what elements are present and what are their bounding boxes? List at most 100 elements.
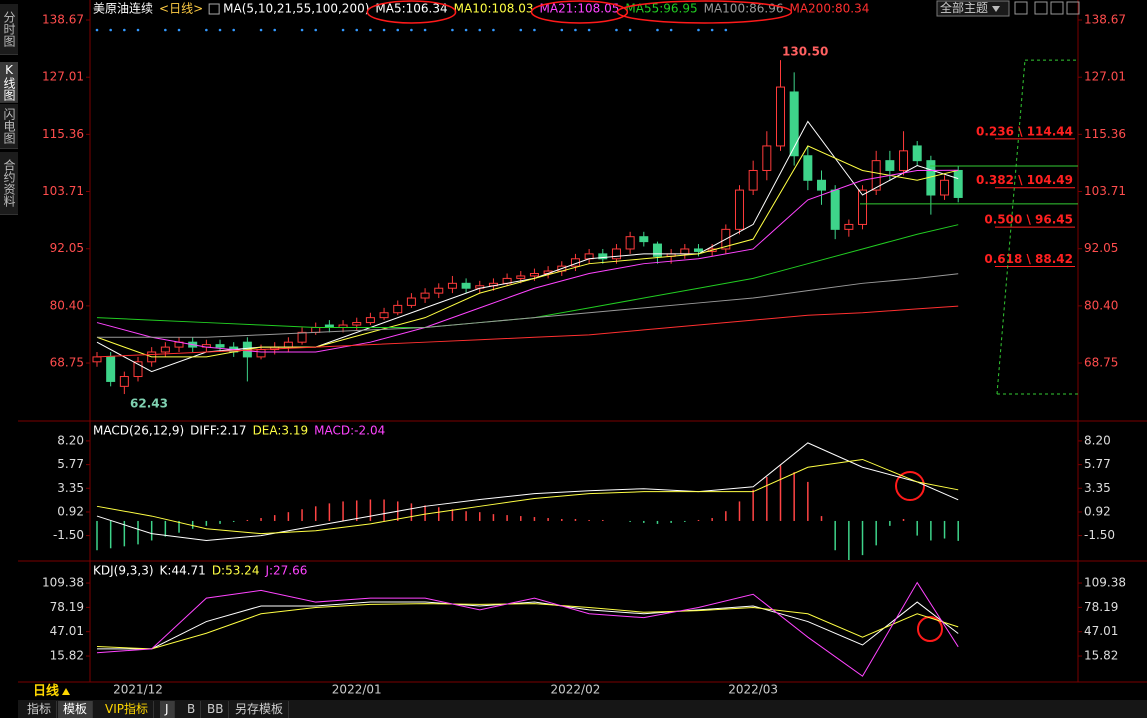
y-tick-label: -1.50 [53,528,84,542]
candle-body [461,282,471,289]
theme-button-frame[interactable] [936,0,1010,17]
marker-dot [615,28,618,32]
annotation-circle [917,616,943,642]
candle-body [830,189,840,230]
legend-entry: MA21:108.05 [540,2,620,16]
marker-dot [314,28,318,32]
y-tick-label-right: 0.92 [1084,504,1111,518]
marker-dot [574,28,577,32]
marker-dot [451,28,454,32]
candle-body [734,189,744,230]
bottom-tab[interactable]: B [182,701,202,718]
legend-entry: MACD:-2.04 [314,424,385,438]
toolbar-icon[interactable] [1014,1,1028,15]
y-tick-label: 115.36 [42,127,84,141]
marker-dot [355,28,359,32]
bottom-tab[interactable]: BB [202,701,230,718]
y-tick-label: 15.82 [50,649,84,663]
x-tick-label: 2021/12 [113,683,163,697]
series-line [96,458,959,535]
candle-body [844,223,854,230]
legend-entry: DEA:3.19 [253,424,309,438]
chart-title: MACD(26,12,9) [93,424,184,438]
marker-dot [382,28,386,32]
y-tick-label-right: 80.40 [1084,298,1118,312]
candle-body [789,91,799,157]
toolbar-icon[interactable] [1050,1,1064,15]
period-text[interactable]: 日线 [33,684,60,699]
theme-button-text[interactable]: 全部主题 [940,1,989,15]
candle-body [420,292,430,299]
marker-dot [724,28,728,32]
y-tick-label: 78.19 [50,600,84,614]
candle-body [447,282,457,289]
y-tick-label-right: 138.67 [1084,12,1126,26]
candle-body [119,376,129,387]
legend-entry: MA100:86.96 [704,2,784,16]
y-tick-label: 0.92 [57,504,84,518]
side-tab[interactable]: 合约资料 [0,152,18,215]
marker-dot [410,28,413,32]
y-tick-label: 68.75 [50,356,84,370]
marker-dot [560,28,564,32]
max-label: 130.50 [782,45,828,59]
x-tick-label: 2022/02 [551,683,601,697]
candle-body [912,145,922,162]
candle-body [133,361,143,378]
side-tab[interactable]: K线图 [0,62,18,103]
annotation-ellipse [530,0,629,24]
series-line [96,603,959,650]
marker-dot [587,28,591,32]
bottom-tab[interactable]: VIP指标 [100,701,154,718]
marker-dot [164,28,167,32]
candle-body [215,344,225,348]
candle-body [106,356,116,382]
marker-dot [205,28,208,32]
bottom-tab[interactable]: 另存模板 [230,701,290,718]
series-line [97,273,959,338]
annotation-ellipse [616,0,793,24]
toolbar-icon[interactable] [1034,1,1048,15]
side-tab[interactable]: 闪电图 [0,104,18,149]
y-tick-label-right: 103.71 [1084,184,1126,198]
legend-entry: MA55:96.95 [625,2,697,16]
fib-label: 0.382 \ 104.49 [976,173,1073,187]
marker-dot [710,28,714,32]
y-tick-label: 103.71 [42,184,84,198]
marker-dot [218,28,222,32]
candle-body [693,248,703,252]
theme-button[interactable]: 全部主题 [940,1,1001,16]
series-line [97,601,959,650]
bottom-tab[interactable]: 模板 [58,701,94,718]
legend-entry: MA10:108.03 [454,2,534,16]
marker-dot [109,28,112,32]
period-selector[interactable]: 日线 [33,684,71,700]
marker-dot [273,28,277,32]
marker-dot [656,28,659,32]
y-tick-label-right: 109.38 [1084,576,1126,590]
marker-dot [396,28,400,32]
marker-dot [95,28,99,32]
marker-dot [478,28,482,32]
y-tick-label-right: 15.82 [1084,649,1118,663]
side-tab[interactable]: 分时图 [0,4,18,55]
dropdown-arrow [992,5,1001,12]
indicator-params: MA(5,10,21,55,100,200) [223,2,369,16]
period-arrow [62,688,71,695]
candle-body [871,160,881,191]
marker-dot [628,28,632,32]
marker-dot [492,28,495,32]
y-tick-label-right: 5.77 [1084,457,1111,471]
candle-body [256,349,266,358]
y-tick-label-right: 78.19 [1084,600,1118,614]
toolbar-icon[interactable] [1066,1,1080,15]
bottom-tab[interactable]: 指标 [22,701,58,718]
y-tick-label: 127.01 [42,70,84,84]
series-line [96,305,959,358]
bottom-tab[interactable]: J [160,701,175,718]
candle-body [899,150,909,171]
candle-body [311,326,321,333]
y-tick-label-right: -1.50 [1084,528,1115,542]
